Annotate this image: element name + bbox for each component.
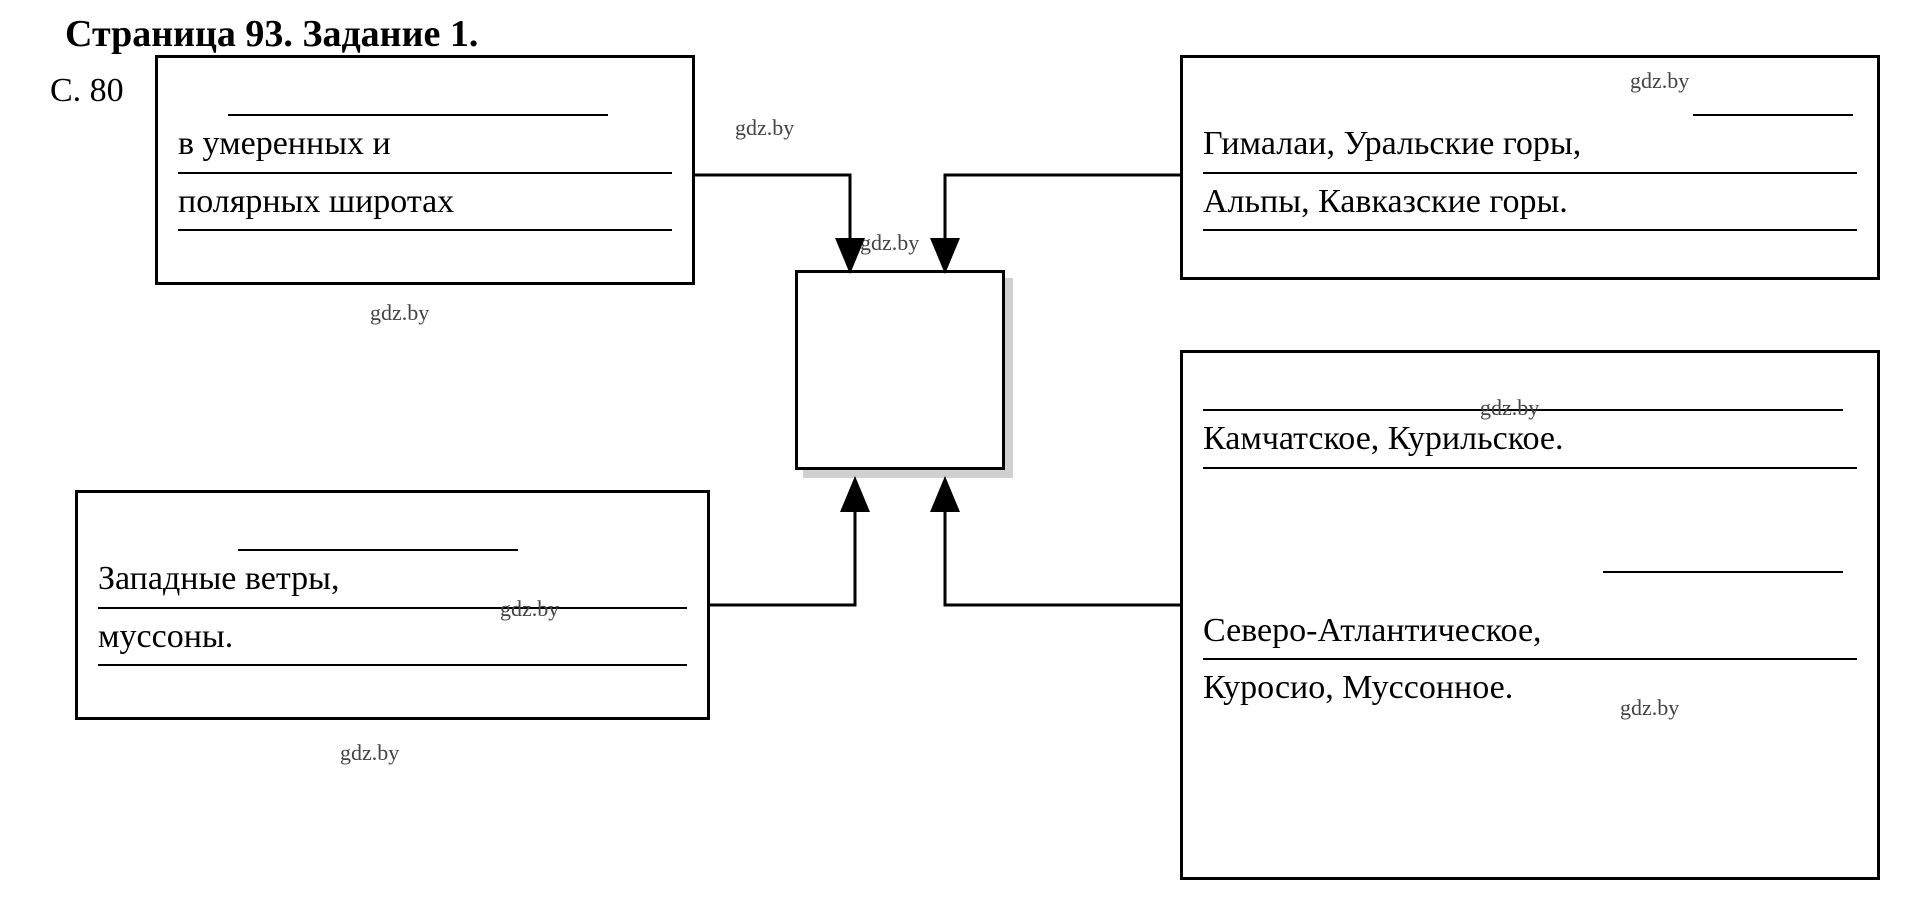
text-line: Камчатское, Курильское. (1203, 415, 1857, 469)
blank-line (228, 76, 608, 116)
arrow-bottom-right (945, 482, 1180, 605)
watermark: gdz.by (735, 115, 794, 141)
watermark: gdz.by (1630, 68, 1689, 94)
arrow-bottom-left (710, 482, 855, 605)
text-line: Северо-Атлантическое, (1203, 607, 1857, 661)
text-line: Западные ветры, (98, 555, 687, 609)
watermark: gdz.by (500, 596, 559, 622)
watermark: gdz.by (1620, 695, 1679, 721)
box-bottom-right: Камчатское, Курильское. Северо-Атлантиче… (1180, 350, 1880, 880)
text-line: Куросио, Муссонное. (1203, 664, 1857, 716)
arrow-top-left (695, 175, 850, 268)
text-line: Гималаи, Уральские горы, (1203, 120, 1857, 174)
page-title: Страница 93. Задание 1. (65, 12, 478, 56)
watermark: gdz.by (1480, 395, 1539, 421)
arrow-top-right (945, 175, 1180, 268)
box-top-left: в умеренных и полярных широтах (155, 55, 695, 285)
text-line: Альпы, Кавказские горы. (1203, 178, 1857, 232)
box-top-right: Гималаи, Уральские горы, Альпы, Кавказск… (1180, 55, 1880, 280)
text-line: в умеренных и (178, 120, 672, 174)
text-line: полярных широтах (178, 178, 672, 232)
page-reference: С. 80 (50, 72, 124, 110)
blank-line (1603, 533, 1843, 573)
text-line: муссоны. (98, 613, 687, 667)
watermark: gdz.by (860, 230, 919, 256)
box-bottom-left: Западные ветры, муссоны. (75, 490, 710, 720)
watermark: gdz.by (340, 740, 399, 766)
center-box (795, 270, 1005, 470)
diagram-container: Страница 93. Задание 1. С. 80 в умеренны… (0, 0, 1923, 922)
blank-line (1693, 76, 1853, 116)
watermark: gdz.by (370, 300, 429, 326)
blank-line (238, 511, 518, 551)
